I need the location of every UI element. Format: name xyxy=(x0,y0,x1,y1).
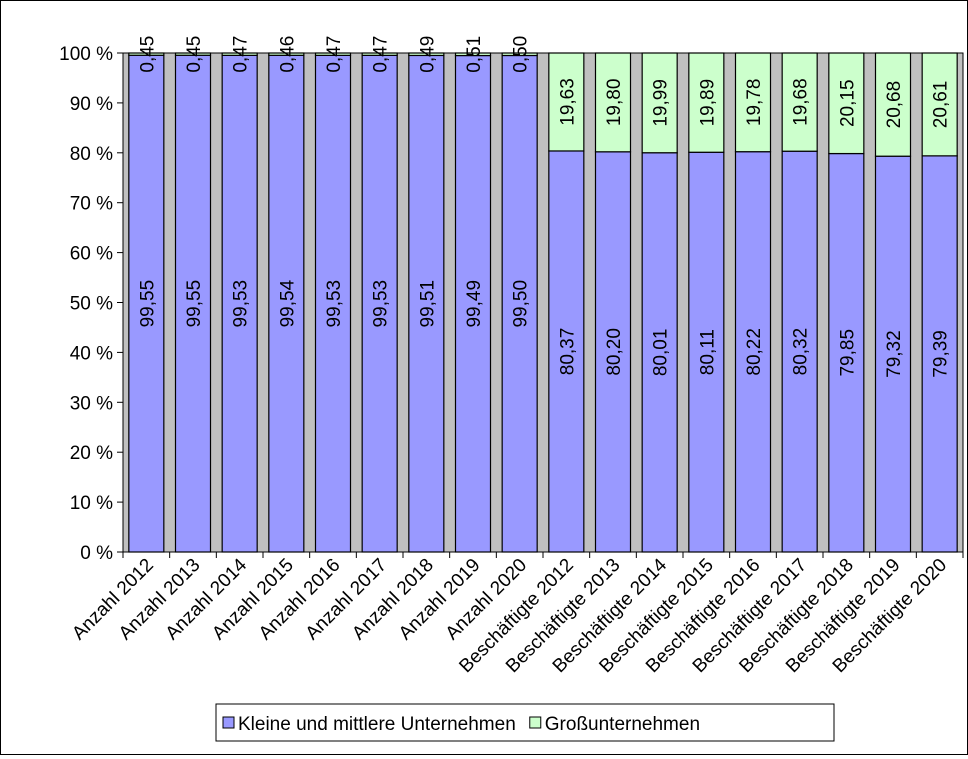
data-label: 99,49 xyxy=(464,280,485,328)
bar-segment-kmu xyxy=(874,155,912,553)
bar-segment-gross xyxy=(594,52,632,153)
data-label: 80,37 xyxy=(557,328,578,376)
data-label: 79,85 xyxy=(837,329,858,377)
bar-segment-kmu xyxy=(314,54,352,553)
data-label: 99,53 xyxy=(231,280,252,328)
data-label: 79,32 xyxy=(884,330,905,378)
data-label: 99,51 xyxy=(417,280,438,328)
data-label: 0,51 xyxy=(464,36,485,73)
bar-segment-gross xyxy=(548,52,585,152)
data-label: 19,78 xyxy=(744,79,765,127)
y-tick-label: 70 % xyxy=(70,194,113,215)
bar-segment-gross xyxy=(408,52,445,57)
data-label: 99,55 xyxy=(137,280,158,328)
data-label: 0,50 xyxy=(511,36,532,73)
data-label: 19,89 xyxy=(697,79,718,127)
y-tick-label: 10 % xyxy=(70,493,113,514)
bar-segment-gross xyxy=(268,52,305,56)
bar-segment-kmu xyxy=(828,152,865,553)
y-tick-label: 50 % xyxy=(70,294,113,315)
bar-segment-kmu xyxy=(641,152,678,553)
data-label: 80,20 xyxy=(604,328,625,376)
bar-segment-kmu xyxy=(454,54,492,553)
data-label: 0,49 xyxy=(417,36,438,73)
data-label: 19,63 xyxy=(557,78,578,126)
data-label: 19,80 xyxy=(604,79,625,127)
bar-segment-gross xyxy=(921,52,958,157)
data-label: 0,47 xyxy=(371,36,392,73)
data-label: 80,01 xyxy=(651,329,672,377)
data-label: 99,55 xyxy=(184,280,205,328)
bar-segment-kmu xyxy=(268,54,305,553)
y-tick-label: 40 % xyxy=(70,343,113,364)
plot-area xyxy=(122,52,964,553)
bar-segment-gross xyxy=(454,52,492,57)
data-label: 80,11 xyxy=(697,329,718,375)
y-tick-label: 80 % xyxy=(70,144,113,165)
y-tick-label: 20 % xyxy=(70,443,113,464)
data-label: 99,53 xyxy=(371,280,392,328)
y-tick-label: 60 % xyxy=(70,244,113,265)
legend-box xyxy=(215,703,835,742)
bar-segment-gross xyxy=(781,52,818,152)
bar-segment-kmu xyxy=(501,54,538,553)
data-label: 0,45 xyxy=(184,36,205,73)
bar-segment-kmu xyxy=(781,150,818,553)
bar-segment-gross xyxy=(174,52,212,56)
bar-segment-gross xyxy=(221,52,258,56)
bar-segment-kmu xyxy=(174,54,212,553)
data-label: 79,39 xyxy=(931,330,952,378)
bar-segment-kmu xyxy=(221,54,258,553)
data-label: 0,46 xyxy=(277,36,298,73)
data-label: 80,32 xyxy=(791,328,812,376)
bar-segment-gross xyxy=(734,52,772,153)
y-tick-label: 30 % xyxy=(70,393,113,414)
data-label: 0,45 xyxy=(137,36,158,73)
legend-label: Großunternehmen xyxy=(545,714,700,735)
bar-segment-gross xyxy=(641,52,678,154)
bar-segment-gross xyxy=(361,52,398,56)
bar-segment-kmu xyxy=(688,151,725,553)
legend-swatch-kmu xyxy=(222,716,235,729)
bar-segment-kmu xyxy=(128,54,165,553)
data-label: 20,61 xyxy=(931,81,952,129)
data-label: 20,68 xyxy=(884,81,905,129)
data-label: 0,47 xyxy=(324,36,345,73)
bar-segment-gross xyxy=(501,52,538,57)
bar-segment-kmu xyxy=(594,151,632,553)
bar-segment-gross xyxy=(128,52,165,56)
bar-segment-kmu xyxy=(408,54,445,553)
legend-swatch-gross xyxy=(529,716,542,729)
data-label: 19,99 xyxy=(651,79,672,127)
bar-segment-gross xyxy=(314,52,352,56)
y-tick-label: 0 % xyxy=(80,543,113,564)
bar-segment-kmu xyxy=(734,151,772,553)
bar-segment-gross xyxy=(828,52,865,155)
bar-segment-kmu xyxy=(921,155,958,553)
legend-label: Kleine und mittlere Unternehmen xyxy=(238,714,516,735)
data-label: 20,15 xyxy=(837,80,858,128)
y-tick-label: 100 % xyxy=(59,44,113,65)
bar-segment-kmu xyxy=(548,150,585,553)
data-label: 80,22 xyxy=(744,328,765,376)
bar-segment-gross xyxy=(688,52,725,153)
y-tick-label: 90 % xyxy=(70,94,113,115)
data-label: 99,54 xyxy=(277,279,298,327)
data-label: 99,53 xyxy=(324,280,345,328)
data-label: 99,50 xyxy=(511,280,532,328)
data-label: 0,47 xyxy=(231,36,252,73)
data-label: 19,68 xyxy=(791,78,812,126)
bar-segment-gross xyxy=(874,52,912,157)
